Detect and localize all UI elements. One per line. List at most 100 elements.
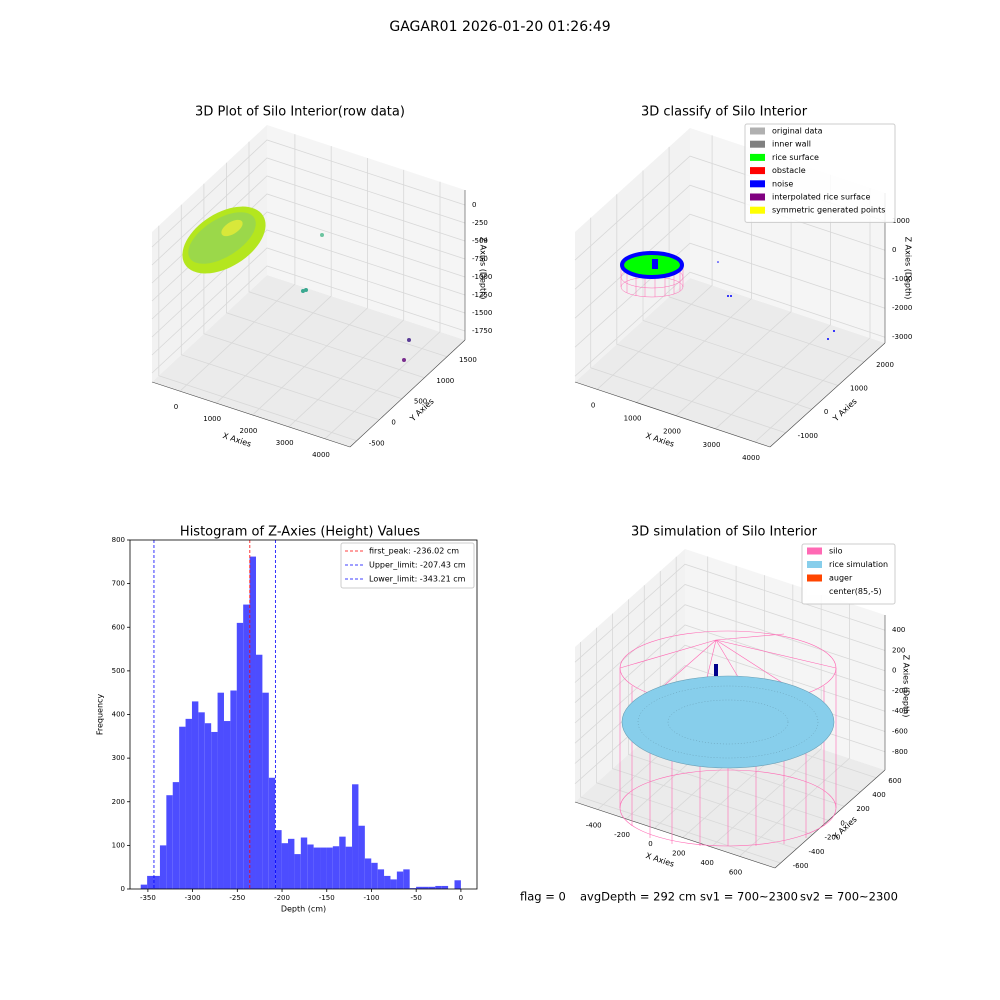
raw-point xyxy=(320,233,324,237)
x-tick-label: 3000 xyxy=(276,439,294,447)
labels: flag = 0 avgDepth = 292 cm sv1 = 700~2300 s… xyxy=(96,105,913,914)
legend-label: silo xyxy=(829,547,843,556)
histogram-bar xyxy=(441,885,449,889)
z-grid-line xyxy=(574,644,886,744)
z-grid-line xyxy=(574,242,886,348)
x-tick-label: -250 xyxy=(229,894,245,902)
x-tick-label: -100 xyxy=(364,894,380,902)
z-grid-line xyxy=(151,229,466,338)
z-tick-label: 200 xyxy=(892,646,905,654)
y-axis-line xyxy=(774,769,886,869)
legend-swatch xyxy=(750,167,765,175)
y-tick-label: 600 xyxy=(112,623,125,631)
legend-swatch xyxy=(750,140,765,148)
histogram-bar xyxy=(204,723,212,889)
legend-swatch xyxy=(750,127,765,135)
histogram-bar xyxy=(179,726,186,889)
y-tick-label: 0 xyxy=(121,885,125,893)
y-axis-line xyxy=(769,342,886,448)
x-grid-line xyxy=(715,174,831,430)
footer-text: avgDepth = 292 cm xyxy=(580,890,696,904)
axis-label: Z Axies (Depth) xyxy=(479,237,488,300)
histogram-bar xyxy=(211,731,218,889)
histogram-bar xyxy=(191,701,199,889)
histogram-bar xyxy=(153,875,160,889)
y-grid-line xyxy=(616,194,812,410)
rice-texture xyxy=(667,699,789,745)
x-tick-label: -50 xyxy=(410,894,421,902)
histogram-bar xyxy=(364,858,372,889)
y-tick-label: 500 xyxy=(112,667,125,675)
y-grid-line xyxy=(158,225,357,442)
x-tick-label: 4000 xyxy=(312,451,330,459)
z-tick-label: -400 xyxy=(892,707,908,715)
raw-point xyxy=(402,358,406,362)
histogram-bar xyxy=(320,847,327,889)
axis-label: Z Axies (Depth) xyxy=(902,655,911,718)
histogram-bar xyxy=(390,879,397,889)
histogram-bar xyxy=(326,847,333,889)
histogram-bar xyxy=(358,825,365,889)
z-grid-line xyxy=(574,604,886,703)
x-grid-line xyxy=(739,603,850,857)
y-tick-label: 1000 xyxy=(850,385,868,393)
noise-point xyxy=(833,330,835,332)
x-grid-line xyxy=(710,593,822,848)
footer-text: sv1 = 700~2300 xyxy=(700,890,798,904)
histogram-bar xyxy=(435,885,442,889)
x-tick-label: 400 xyxy=(700,859,713,867)
histogram-bar xyxy=(249,556,256,889)
axis-label: Y Axies xyxy=(831,397,859,424)
y-grid-line xyxy=(248,141,448,358)
legend-swatch xyxy=(750,180,765,188)
y-axis-label: Frequency xyxy=(96,694,105,736)
x-grid-line xyxy=(324,181,441,440)
y-grid-line xyxy=(628,599,829,821)
legend-swatch xyxy=(750,193,765,201)
y-tick-label: 400 xyxy=(112,711,125,719)
z-grid-line xyxy=(151,139,466,248)
histogram-bar xyxy=(377,869,385,889)
z-tick-label: -200 xyxy=(892,687,908,695)
z-grid-line xyxy=(151,247,466,356)
z-tick-label: -1250 xyxy=(472,291,492,299)
raw-point xyxy=(407,338,411,342)
y-tick-label: 0 xyxy=(391,419,395,427)
y-tick-label: 700 xyxy=(112,580,125,588)
axis-label: Z Axies (Depth) xyxy=(904,237,913,300)
x-tick-label: 0 xyxy=(591,401,595,409)
legend-label: Lower_limit: -343.21 cm xyxy=(369,575,466,584)
x-tick-label: 2000 xyxy=(240,427,258,435)
z-tick-label: -1000 xyxy=(892,275,912,283)
histogram-bar xyxy=(217,692,224,889)
z-tick-label: -1000 xyxy=(472,273,492,281)
noise-point xyxy=(727,295,729,297)
noise-point xyxy=(717,261,719,263)
y-grid-line xyxy=(590,217,786,434)
legend-label: obstacle xyxy=(772,166,806,175)
x-grid-line xyxy=(215,146,332,404)
histogram-bar xyxy=(416,886,423,889)
raw-cloud-top xyxy=(221,219,243,237)
axis-label: X Axies xyxy=(645,851,676,869)
y-tick-label: 500 xyxy=(414,398,427,406)
histogram-bar xyxy=(454,880,461,889)
legend-label: interpolated rice surface xyxy=(772,193,870,202)
histogram-bar xyxy=(384,875,391,889)
y-tick-label: 400 xyxy=(872,791,885,799)
z-tick-label: -1500 xyxy=(472,309,492,317)
legend-label: original data xyxy=(772,127,823,136)
histogram-bar xyxy=(300,837,308,889)
z-tick-label: -500 xyxy=(472,237,488,245)
legend-label: rice surface xyxy=(772,153,819,162)
chart-title: 3D classify of Silo Interior xyxy=(641,105,808,120)
legend-swatch xyxy=(807,547,822,555)
z-tick-label: -800 xyxy=(892,748,908,756)
auger xyxy=(714,664,718,676)
z-tick-label: 0 xyxy=(892,667,896,675)
y-tick-label: -1000 xyxy=(798,432,818,440)
y-tick-label: 2000 xyxy=(876,361,894,369)
z-grid-line xyxy=(574,563,886,663)
z-tick-label: -3000 xyxy=(892,333,912,341)
silo-mesh xyxy=(619,630,837,847)
